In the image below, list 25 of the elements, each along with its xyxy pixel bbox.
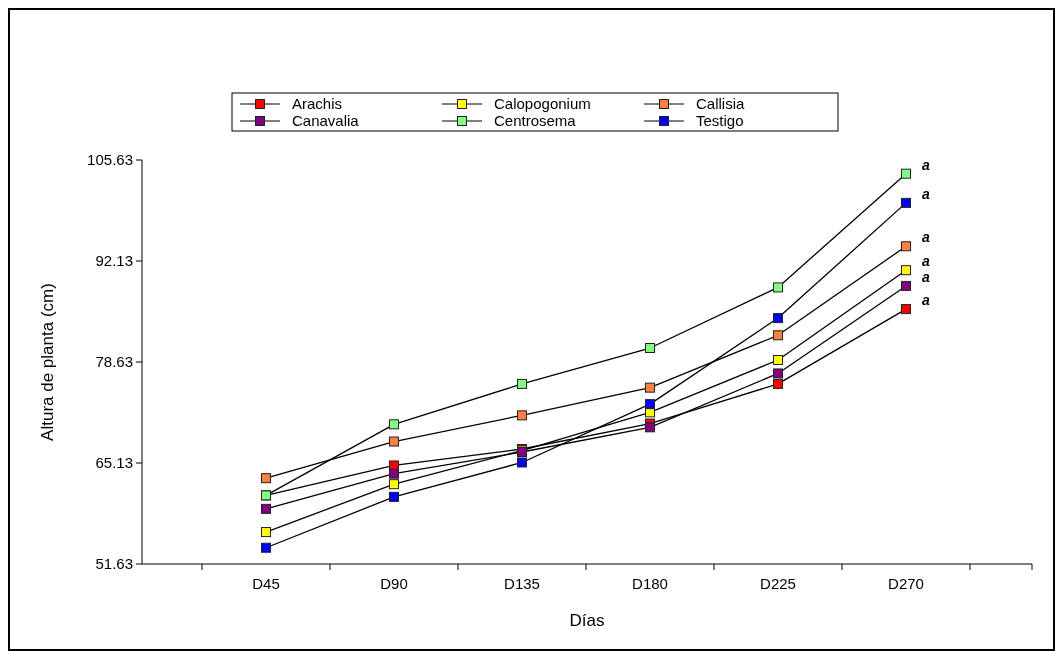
y-tick-label: 78.63 <box>95 353 133 370</box>
y-tick-label: 92.13 <box>95 252 133 269</box>
x-tick-label: D45 <box>252 575 280 592</box>
x-axis-title: Días <box>569 611 605 630</box>
legend-label: Testigo <box>696 112 744 129</box>
annotation: a <box>922 292 930 309</box>
x-tick-label: D90 <box>380 575 408 592</box>
x-tick-label: D135 <box>504 575 540 592</box>
legend-label: Canavalia <box>292 112 360 129</box>
y-axis-title: Altura de planta (cm) <box>38 283 57 441</box>
annotation: a <box>922 185 930 202</box>
annotation: a <box>922 229 930 246</box>
y-tick-label: 65.13 <box>95 454 133 471</box>
annotation: a <box>922 268 930 285</box>
legend-label: Centrosema <box>494 112 577 129</box>
legend-label: Calopogonium <box>494 95 591 112</box>
y-tick-label: 105.63 <box>87 151 133 168</box>
x-tick-label: D270 <box>888 575 924 592</box>
annotation: a <box>922 253 930 270</box>
x-tick-label: D225 <box>760 575 796 592</box>
x-tick-label: D180 <box>632 575 668 592</box>
y-tick-label: 51.63 <box>95 555 133 572</box>
legend-label: Callisia <box>696 95 745 112</box>
legend-label: Arachis <box>292 95 343 112</box>
annotation: a <box>922 156 930 173</box>
